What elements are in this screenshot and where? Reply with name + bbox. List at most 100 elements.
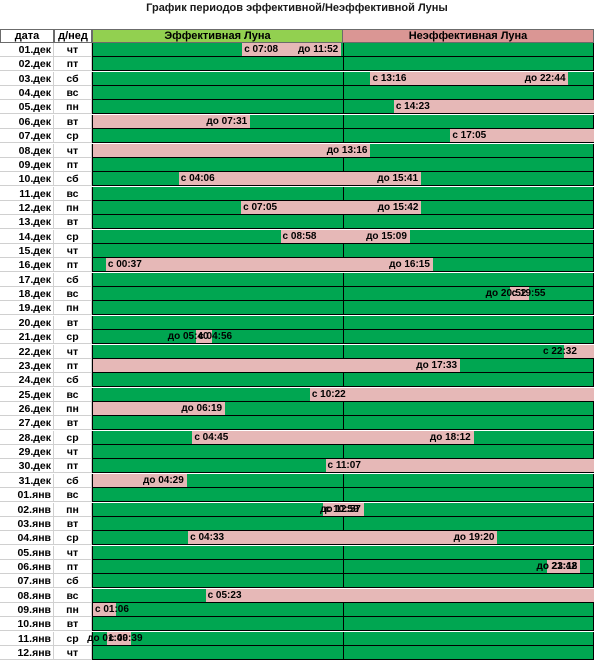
table-row: 02.янв пн с 10:59 до 12:57 <box>0 502 594 517</box>
void-period-bar <box>106 631 131 645</box>
timeline-cell: с 04:06 до 15:41 <box>92 172 594 187</box>
end-time-label: до 17:33 <box>416 359 458 371</box>
timeline-cell <box>92 57 594 72</box>
date-cell: 08.янв <box>0 588 54 603</box>
weekday-cell: пн <box>54 402 92 416</box>
table-row: 01.янв вс <box>0 488 594 503</box>
start-time-label: с 08:58 <box>282 230 317 242</box>
midday-divider <box>343 617 344 632</box>
weekday-cell: пт <box>54 559 92 574</box>
void-period-bar <box>241 200 422 214</box>
date-cell: 08.дек <box>0 143 54 158</box>
void-period-bar <box>93 143 371 157</box>
start-time-label: с 00:39 <box>108 632 143 644</box>
table-row: 17.дек сб <box>0 272 594 287</box>
midday-divider <box>343 516 344 531</box>
table-row: 11.дек вс <box>0 186 594 201</box>
midday-divider <box>343 646 344 660</box>
midday-divider <box>343 330 344 345</box>
weekday-cell: ср <box>54 531 92 546</box>
weekday-cell: вс <box>54 387 92 402</box>
weekday-cell: вт <box>54 215 92 230</box>
end-time-label: до 23:18 <box>536 560 578 572</box>
table-row: 25.дек вс с 10:22 <box>0 387 594 402</box>
date-cell: 02.дек <box>0 57 54 72</box>
date-cell: 11.янв <box>0 631 54 646</box>
date-cell: 06.янв <box>0 559 54 574</box>
weekday-cell: чт <box>54 344 92 359</box>
start-time-label: с 07:05 <box>243 201 278 213</box>
date-cell: 03.янв <box>0 516 54 531</box>
timeline-cell <box>92 215 594 230</box>
start-time-label: с 11:07 <box>327 460 361 472</box>
date-cell: 07.янв <box>0 574 54 589</box>
end-time-label: до 01:49 <box>87 632 128 644</box>
weekday-cell: ср <box>54 129 92 144</box>
weekday-cell: пн <box>54 301 92 316</box>
end-time-label: до 15:42 <box>377 201 419 213</box>
weekday-cell: ср <box>54 330 92 345</box>
timeline-cell: с 00:37 до 16:15 <box>92 258 594 273</box>
table-row: 06.янв пт с 21:42 до 23:18 <box>0 559 594 574</box>
date-cell: 10.янв <box>0 617 54 632</box>
table-row: 01.дек чт с 07:08 до 11:52 <box>0 43 594 57</box>
date-cell: 18.дек <box>0 287 54 302</box>
timeline-cell <box>92 86 594 101</box>
date-cell: 24.дек <box>0 373 54 388</box>
midday-divider <box>343 43 344 57</box>
table-row: 05.дек пн с 14:23 <box>0 100 594 115</box>
void-period-bar <box>93 114 251 128</box>
table-row: 08.янв вс с 05:23 <box>0 588 594 603</box>
start-time-label: с 10:22 <box>311 388 346 400</box>
date-cell: 04.янв <box>0 531 54 546</box>
weekday-cell: ср <box>54 229 92 244</box>
timeline-cell: с 19:55 до 20:52 <box>92 287 594 302</box>
end-time-label: до 13:16 <box>326 144 368 156</box>
table-row: 10.дек сб с 04:06 до 15:41 <box>0 172 594 187</box>
date-cell: 23.дек <box>0 358 54 373</box>
end-time-label: до 20:52 <box>485 288 527 300</box>
start-time-label: с 05:23 <box>207 589 242 601</box>
timeline-cell <box>92 416 594 431</box>
end-time-label: до 19:20 <box>453 532 495 544</box>
table-row: 02.дек пт <box>0 57 594 72</box>
timeline-cell: с 21:42 до 23:18 <box>92 559 594 574</box>
midday-divider <box>343 574 344 589</box>
midday-divider <box>343 215 344 230</box>
weekday-cell: пт <box>54 57 92 72</box>
start-time-label: с 01:06 <box>95 604 129 616</box>
header-effective-moon: Эффективная Луна <box>92 29 343 43</box>
date-cell: 01.янв <box>0 488 54 503</box>
table-row: 29.дек чт <box>0 445 594 460</box>
void-period-bar <box>93 402 226 415</box>
midday-divider <box>343 100 344 115</box>
timeline-cell: с 17:05 <box>92 129 594 144</box>
date-cell: 25.дек <box>0 387 54 402</box>
weekday-cell: ср <box>54 631 92 646</box>
midday-divider <box>343 186 344 201</box>
timeline-cell: с 10:22 <box>92 387 594 402</box>
weekday-cell: пн <box>54 603 92 618</box>
start-time-label: с 21:42 <box>543 560 577 572</box>
table-row: 12.янв чт <box>0 646 594 660</box>
void-period-bar <box>93 358 461 372</box>
timeline-cell <box>92 617 594 632</box>
timeline-cell: с 04:45 до 18:12 <box>92 430 594 445</box>
date-cell: 30.дек <box>0 459 54 474</box>
midday-divider <box>343 272 344 287</box>
midday-divider <box>343 287 344 302</box>
weekday-cell: чт <box>54 646 92 660</box>
timeline-cell <box>92 272 594 287</box>
table-row: 09.янв пн с 01:06 <box>0 603 594 618</box>
timeline-cell <box>92 373 594 388</box>
table-row: 12.дек пн с 07:05 до 15:42 <box>0 200 594 215</box>
start-time-label: с 19:55 <box>511 288 546 300</box>
page-title: График периодов эффективной/Неэффективно… <box>146 1 448 14</box>
table-row: 26.дек пн до 06:19 <box>0 402 594 416</box>
void-period-bar <box>509 287 530 301</box>
table-row: 03.дек сб с 13:16 до 22:44 <box>0 71 594 86</box>
end-time-label: до 18:12 <box>429 431 471 443</box>
midday-divider <box>343 315 344 330</box>
void-period-bar <box>450 129 594 143</box>
date-cell: 20.дек <box>0 315 54 330</box>
